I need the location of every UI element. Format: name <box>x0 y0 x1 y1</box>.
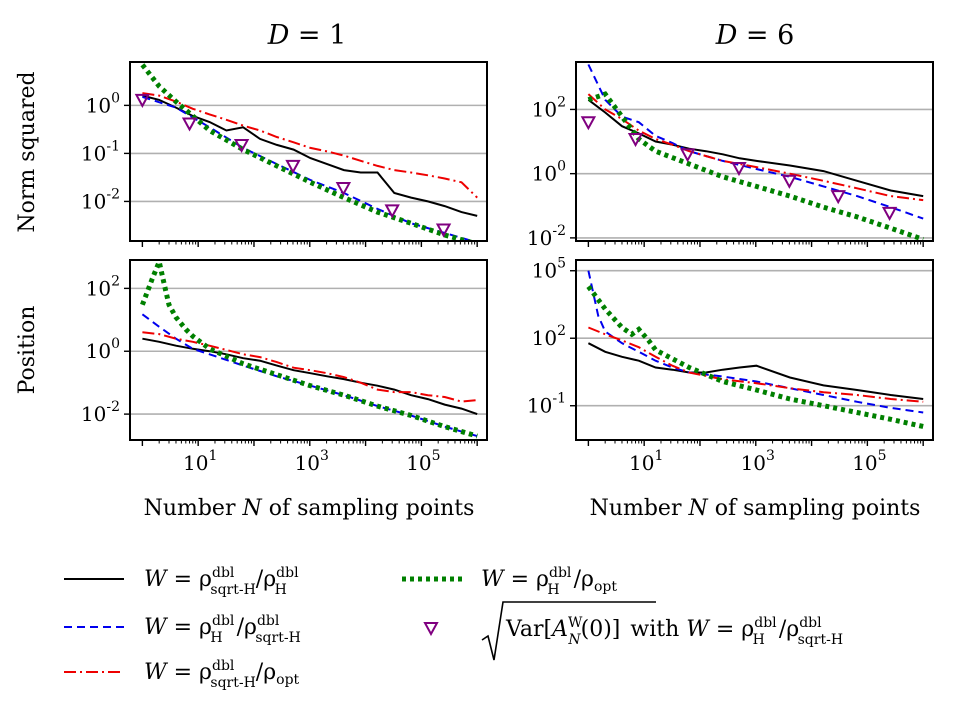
svg-text:Number N of sampling points: Number N of sampling points <box>144 496 475 521</box>
variance-marker <box>233 138 250 154</box>
x-tick-label: 105 <box>406 448 440 475</box>
variance-marker <box>335 182 352 197</box>
svg-text:D = 1: D = 1 <box>267 20 347 51</box>
legend-label-sqrtH-over-opt: W = ρdbl sqrt-H/ρopt <box>144 658 300 691</box>
axes-frame <box>129 61 488 242</box>
axes-frame <box>575 61 934 242</box>
panel-position-d1: 102 100 10-2 101 103 105 <box>81 259 488 475</box>
variance-marker <box>134 93 151 108</box>
variance-marker <box>731 162 747 177</box>
x-tick-label: 101 <box>183 448 217 475</box>
legend-label-H-over-sqrtH: W = ρdbl H/ρdbl sqrt-H <box>144 613 301 646</box>
series-line-H_over_sqrtH <box>141 313 478 438</box>
x-tick-label: 101 <box>629 448 663 475</box>
variance-marker <box>435 223 452 238</box>
series-line-sqrtH_over_opt <box>142 92 478 199</box>
series-line-H_over_opt <box>586 285 924 429</box>
y-tick-label: 102 <box>532 323 566 350</box>
series-line-H_over_opt <box>140 63 476 241</box>
variance-marker <box>580 116 597 131</box>
legend-marker-variance <box>423 622 439 637</box>
series-line-sqrtH_over_opt <box>588 326 924 403</box>
series-line-H_over_sqrtH <box>142 95 476 241</box>
x-tick-label: 103 <box>741 448 775 475</box>
series-line-sqrtH_over_opt <box>142 331 478 403</box>
variance-marker <box>781 174 798 189</box>
panel-norm-squared-d1: 100 10-1 10-2 <box>81 61 488 247</box>
axes-frame <box>129 259 488 441</box>
y-tick-label: 102 <box>86 273 120 300</box>
panel-position-d6: 105 102 10-1 101 103 105 <box>527 256 934 475</box>
y-tick-label: 102 <box>532 94 566 121</box>
legend-label-H-over-opt: W = ρdbl H/ρopt <box>481 565 617 598</box>
variance-marker <box>830 190 846 205</box>
series-line-sqrtH_over_H <box>587 342 924 400</box>
x-tick-label: 103 <box>295 448 329 475</box>
x-axis-label-right: Number N of sampling points <box>590 496 921 521</box>
y-tick-label: 10-2 <box>81 399 120 426</box>
x-tick-label: 105 <box>852 448 886 475</box>
series-line-H_over_opt <box>587 91 925 241</box>
y-tick-label: 10-2 <box>81 186 120 213</box>
row-label-position: Position <box>15 306 40 395</box>
variance-marker <box>881 206 898 221</box>
column-title-d6: D = 6 <box>715 20 795 51</box>
y-tick-label: 100 <box>532 159 566 186</box>
variance-marker <box>285 159 301 174</box>
svg-text:Number N of sampling points: Number N of sampling points <box>590 496 921 521</box>
legend: W = ρdbl sqrt-H/ρdbl H W = ρdbl H/ρdbl sqrt-… <box>64 565 843 691</box>
series-line-sqrtH_over_H <box>142 337 478 416</box>
variance-marker <box>384 204 400 219</box>
column-title-d1: D = 1 <box>267 20 347 51</box>
series-line-sqrtH_over_H <box>587 99 924 198</box>
legend-label-variance: Var[AW N(0)] with W = ρdbl H/ρdbl sqrt-H <box>481 601 843 661</box>
legend-label-sqrtH-over-H: W = ρdbl sqrt-H/ρdbl H <box>144 565 299 598</box>
y-tick-label: 10-2 <box>527 223 566 250</box>
x-axis-label-left: Number N of sampling points <box>144 496 475 521</box>
variance-marker <box>679 148 696 163</box>
panel-norm-squared-d6: 102 100 10-2 <box>527 61 934 250</box>
y-tick-label: 100 <box>86 90 120 117</box>
row-label-norm-squared: Norm squared <box>15 71 40 232</box>
y-tick-label: 100 <box>86 336 120 363</box>
series-line-sqrtH_over_H <box>142 94 478 217</box>
variance-marker <box>627 133 644 148</box>
y-tick-label: 10-1 <box>527 391 566 418</box>
y-tick-label: 105 <box>532 256 566 283</box>
variance-marker <box>181 117 198 132</box>
svg-text:D = 6: D = 6 <box>715 20 795 51</box>
y-tick-label: 10-1 <box>81 138 120 165</box>
axes-frame <box>575 259 934 441</box>
